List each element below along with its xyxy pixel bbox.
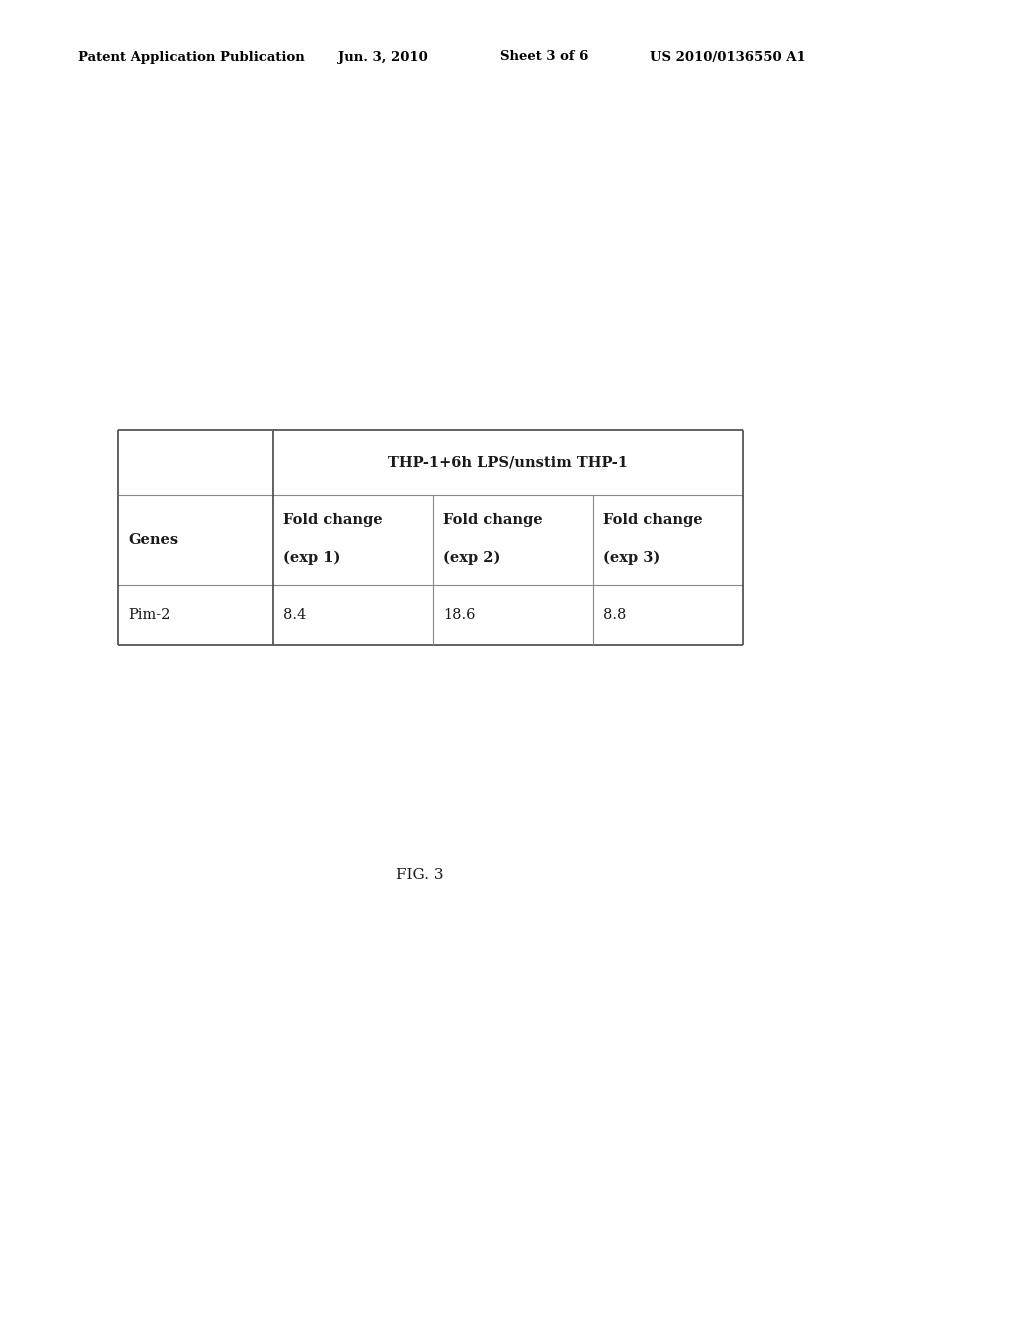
Text: 8.8: 8.8 [603,609,627,622]
Text: Fold change: Fold change [603,513,702,527]
Text: THP-1+6h LPS/unstim THP-1: THP-1+6h LPS/unstim THP-1 [388,455,628,470]
Text: (exp 1): (exp 1) [283,550,340,565]
Text: Fold change: Fold change [443,513,543,527]
Text: Jun. 3, 2010: Jun. 3, 2010 [338,50,428,63]
Text: 8.4: 8.4 [283,609,306,622]
Text: FIG. 3: FIG. 3 [396,869,443,882]
Text: 18.6: 18.6 [443,609,475,622]
Text: (exp 2): (exp 2) [443,550,501,565]
Text: US 2010/0136550 A1: US 2010/0136550 A1 [650,50,806,63]
Text: (exp 3): (exp 3) [603,550,660,565]
Text: Fold change: Fold change [283,513,383,527]
Text: Genes: Genes [128,533,178,546]
Text: Patent Application Publication: Patent Application Publication [78,50,305,63]
Text: Pim-2: Pim-2 [128,609,170,622]
Text: Sheet 3 of 6: Sheet 3 of 6 [500,50,589,63]
